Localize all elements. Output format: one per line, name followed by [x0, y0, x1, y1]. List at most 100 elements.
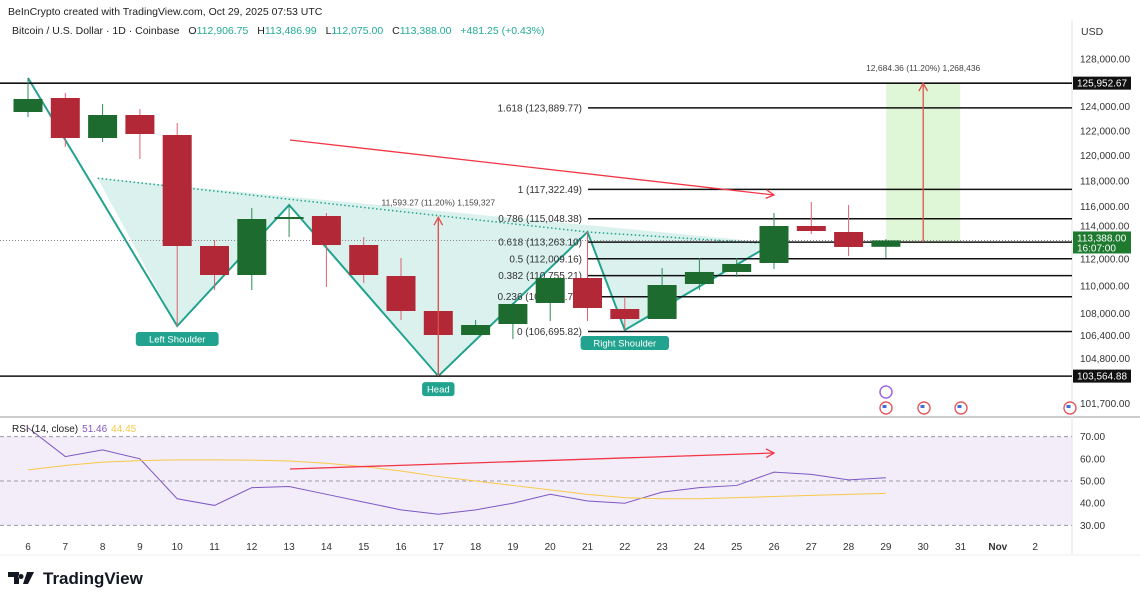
time-axis-tick: 14: [321, 542, 333, 553]
price-trend-arrow: [289, 139, 775, 196]
chart-credit: BeInCrypto created with TradingView.com,…: [8, 6, 323, 18]
time-axis-tick: 17: [433, 542, 445, 553]
price-axis-badge: [1073, 76, 1131, 90]
time-axis-tick: 23: [657, 542, 669, 553]
candle-body: [311, 216, 341, 246]
candle-body: [834, 231, 864, 247]
candle-body: [88, 115, 118, 139]
measure-arrow-head: [918, 81, 929, 92]
rsi-axis-tick: 40.00: [1080, 499, 1105, 510]
high-label: H: [257, 25, 265, 37]
rsi-title: RSI (14, close): [12, 424, 79, 435]
candle-body: [610, 308, 640, 319]
time-axis-tick: 13: [284, 542, 296, 553]
us-flag-event-icon-canton: [882, 405, 887, 408]
price-axis-tick: 118,000.00: [1080, 176, 1130, 187]
candle-body: [871, 240, 901, 247]
time-axis-tick: 7: [63, 542, 69, 553]
pattern-label-box: [135, 332, 219, 347]
pattern-fill: [97, 178, 775, 377]
measure-label: 12,684.36 (11.20%) 1,268,436: [866, 63, 980, 73]
candle-body: [684, 271, 714, 284]
price-axis-badge: [1073, 231, 1131, 254]
rsi-line: [27, 427, 886, 515]
price-axis-tick: 112,000.00: [1080, 254, 1130, 265]
price-axis-tick: 114,000.00: [1080, 221, 1130, 232]
price-axis-badge-label: 103,564.88: [1077, 372, 1127, 383]
candle-body: [722, 263, 752, 272]
time-axis-tick: 31: [955, 542, 967, 553]
brand-name: TradingView: [43, 569, 143, 588]
candle-body: [796, 226, 826, 231]
candle-body: [50, 98, 80, 139]
rsi-axis-tick: 50.00: [1080, 477, 1105, 488]
time-axis-tick: 6: [25, 542, 31, 553]
price-axis-tick: 120,000.00: [1080, 151, 1130, 162]
candle-body: [125, 115, 155, 135]
price-axis-badge-label: 113,388.00: [1077, 233, 1127, 244]
fib-level-label: 1.618 (123,889.77): [497, 103, 582, 114]
price-axis-badge: [1073, 369, 1131, 383]
pattern-label-box: [580, 336, 669, 351]
fib-level-label: 0.5 (112,009.16): [509, 254, 582, 265]
time-axis-tick: 11: [209, 542, 220, 553]
price-axis-tick: 108,000.00: [1080, 309, 1130, 320]
time-axis-tick: 12: [246, 542, 258, 553]
time-axis-tick: 18: [470, 542, 482, 553]
fib-level-label: 0.382 (110,755.21): [498, 271, 582, 282]
candle-body: [647, 284, 677, 319]
pattern-label-box: [422, 382, 455, 397]
time-axis-tick: Nov: [988, 542, 1007, 553]
candle-body: [237, 219, 267, 275]
time-axis-tick: 26: [768, 542, 780, 553]
us-flag-event-icon-canton: [1066, 405, 1071, 408]
pattern-label: Left Shoulder: [149, 335, 206, 346]
time-axis-tick: 8: [100, 542, 106, 553]
rsi-axis-tick: 60.00: [1080, 454, 1105, 465]
time-axis-tick: 30: [918, 542, 930, 553]
rsi-axis-tick: 30.00: [1080, 521, 1105, 532]
open-value: 112,906.75: [196, 25, 249, 37]
candle-body: [498, 303, 528, 325]
price-axis-tick: 116,000.00: [1080, 202, 1130, 213]
time-axis-tick: 19: [507, 542, 519, 553]
tradingview-logo[interactable]: TradingView: [8, 569, 143, 589]
candle-body: [349, 245, 379, 275]
time-axis-tick: 22: [619, 542, 631, 553]
open-label: O: [188, 25, 197, 37]
measure-arrow-head: [433, 215, 444, 226]
rsi-trend-arrow: [289, 452, 775, 470]
candle-body: [759, 226, 789, 263]
price-axis-tick: 110,000.00: [1080, 281, 1130, 292]
time-axis-tick: 20: [545, 542, 557, 553]
candle-body: [162, 134, 192, 247]
price-axis-badge-label: 125,952.67: [1077, 79, 1127, 90]
countdown-label: 16:07:00: [1077, 243, 1116, 254]
low-label: L: [325, 25, 332, 37]
pattern-label: Head: [427, 385, 450, 396]
price-trend-arrow-head: [765, 189, 776, 199]
rsi-ma-line: [27, 459, 886, 500]
price-axis-tick: 104,800.00: [1080, 354, 1130, 365]
low-value: 112,075.00: [331, 25, 384, 37]
us-flag-event-icon-canton: [920, 405, 925, 408]
symbol-title[interactable]: Bitcoin / U.S. Dollar · 1D · Coinbase: [12, 25, 180, 37]
fib-level-label: 0.618 (113,263.10): [498, 238, 582, 249]
rsi-ma-value: 44.45: [111, 424, 137, 435]
price-axis-tick: 106,400.00: [1080, 331, 1130, 342]
rsi-legend: RSI (14, close) 51.46 44.45: [12, 424, 136, 435]
lightning-event-icon: [879, 385, 893, 399]
price-axis-tick: 128,000.00: [1080, 55, 1130, 66]
fib-level-label: 0 (106,695.82): [517, 327, 582, 338]
symbol-legend: Bitcoin / U.S. Dollar · 1D · Coinbase O1…: [12, 25, 544, 37]
measure-label: 11,593.27 (11.20%) 1,159,327: [382, 197, 496, 207]
time-axis-tick: 24: [694, 542, 706, 553]
price-axis-tick: 101,700.00: [1080, 399, 1130, 410]
time-axis-tick: 9: [137, 542, 143, 553]
time-axis-tick: 28: [843, 542, 855, 553]
high-value: 113,486.99: [264, 25, 317, 37]
currency-label[interactable]: USD: [1081, 26, 1104, 38]
pattern-label: Right Shoulder: [593, 339, 656, 350]
candle-body: [200, 246, 229, 275]
